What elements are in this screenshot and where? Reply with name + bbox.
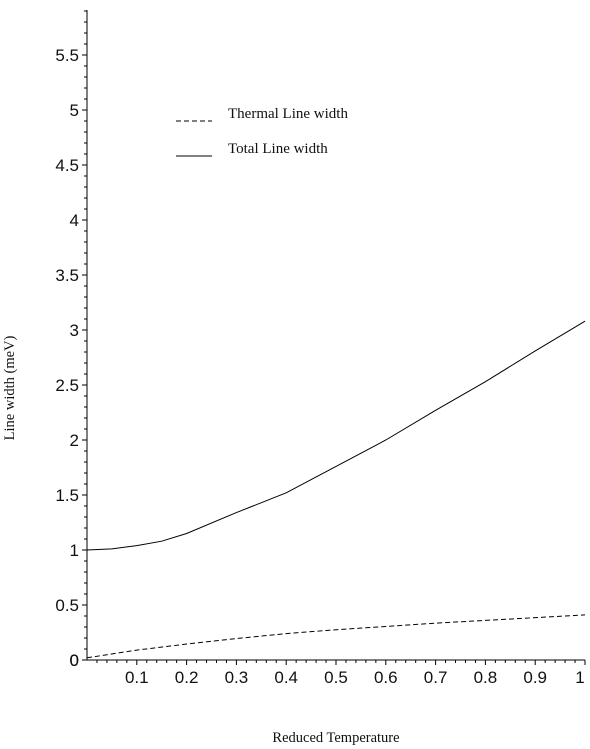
x-tick-label: 0.1	[125, 668, 149, 687]
legend-label-thermal: Thermal Line width	[228, 106, 348, 122]
y-tick-label: 0	[70, 651, 79, 670]
x-tick-label: 0.3	[225, 668, 249, 687]
x-tick-label: 0.7	[424, 668, 448, 687]
y-tick-label: 5.5	[55, 46, 79, 65]
y-tick-label: 4	[70, 211, 79, 230]
y-tick-label: 3.5	[55, 266, 79, 285]
series-layer	[86, 320, 586, 659]
y-tick-label: 4.5	[55, 156, 79, 175]
y-tick-label: 1.5	[55, 486, 79, 505]
y-axis-ticks: 0 0.5 1 1.5 2 2.5 3 3.5 4 4.5 5 5.5	[55, 10, 87, 670]
y-tick-label: 3	[70, 321, 79, 340]
x-tick-label: 0.8	[474, 668, 498, 687]
y-tick-label: 5	[70, 101, 79, 120]
x-tick-label: 0.4	[274, 668, 298, 687]
x-tick-label: 0.5	[324, 668, 348, 687]
legend-label-total: Total Line width	[228, 141, 328, 157]
y-tick-label: 2	[70, 431, 79, 450]
x-tick-label: 1	[575, 668, 584, 687]
x-tick-label: 0.6	[374, 668, 398, 687]
x-tick-label: 0.9	[523, 668, 547, 687]
x-tick-label: 0.2	[175, 668, 199, 687]
series-total-line	[86, 320, 586, 551]
series-thermal-line	[86, 614, 586, 659]
x-axis-title: Reduced Temperature	[272, 730, 399, 746]
x-axis-ticks: 0 0.1 0.2 0.3 0.4 0.5 0.6 0.7 0.8 0.9 1	[70, 651, 586, 687]
y-tick-label: 0.5	[55, 596, 79, 615]
y-tick-label: 2.5	[55, 376, 79, 395]
y-axis-title: Line width (meV)	[2, 335, 18, 440]
legend: Thermal Line width Total Line width	[176, 106, 348, 157]
y-tick-label: 1	[70, 541, 79, 560]
origin-tick-label: 0	[70, 651, 79, 670]
